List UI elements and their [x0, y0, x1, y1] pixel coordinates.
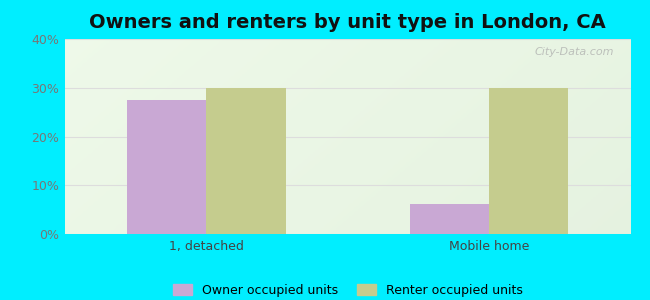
Title: Owners and renters by unit type in London, CA: Owners and renters by unit type in Londo… [90, 13, 606, 32]
Bar [410, 203, 489, 234]
Text: City-Data.com: City-Data.com [534, 47, 614, 57]
Bar [207, 88, 285, 234]
Bar [127, 100, 207, 234]
Legend: Owner occupied units, Renter occupied units: Owner occupied units, Renter occupied un… [168, 279, 527, 300]
Bar [489, 88, 568, 234]
